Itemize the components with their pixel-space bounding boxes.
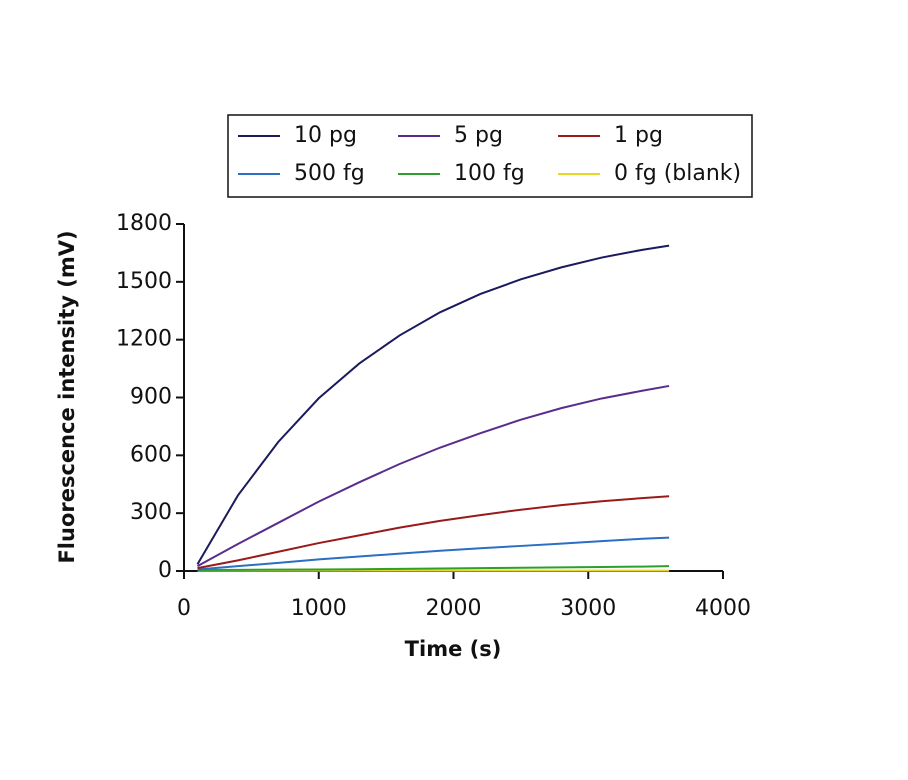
series-line [197,565,670,572]
series-line [196,384,670,568]
series-line [197,495,670,570]
legend-box [227,114,753,198]
x-tick-label: 2000 [426,596,482,621]
series-line [196,244,670,565]
y-tick-label: 600 [130,442,172,467]
x-tick-label: 3000 [560,596,616,621]
x-axis-title: Time (s) [405,637,502,661]
y-tick-label: 300 [130,500,172,525]
series-line [197,536,670,571]
x-tick-label: 0 [177,596,191,621]
y-tick-label: 1800 [116,211,172,236]
y-tick-label: 1500 [116,269,172,294]
legend-label: 100 fg [454,161,525,186]
legend-label: 0 fg (blank) [614,161,741,186]
y-tick-label: 1200 [116,327,172,352]
y-tick-label: 0 [158,558,172,583]
legend-label: 5 pg [454,123,503,148]
y-tick-label: 900 [130,385,172,410]
x-tick-label: 1000 [291,596,347,621]
legend-label: 500 fg [294,161,365,186]
legend-label: 1 pg [614,123,663,148]
legend-label: 10 pg [294,123,357,148]
y-axis-title: Fluorescence intensity (mV) [55,230,79,563]
x-tick-label: 4000 [695,596,751,621]
